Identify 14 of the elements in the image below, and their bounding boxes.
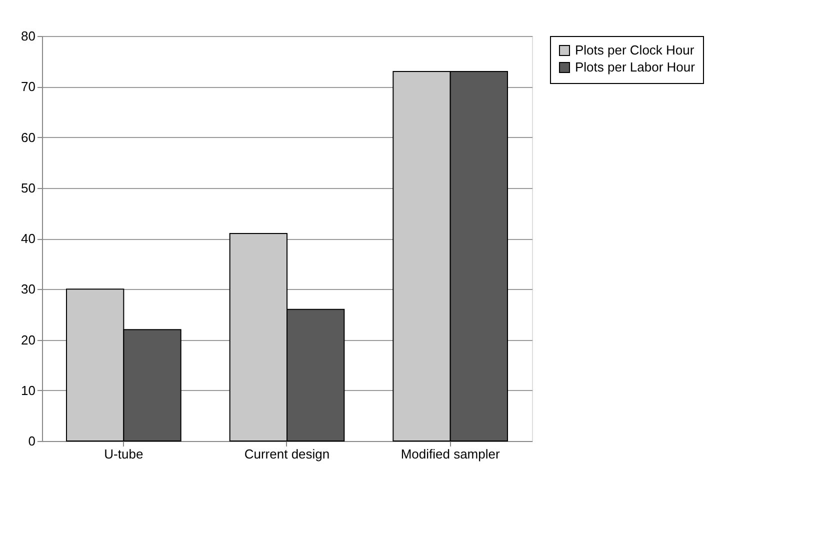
y-tick-label: 70: [21, 79, 36, 94]
y-tick-label: 0: [28, 434, 36, 448]
y-tick-label: 50: [21, 180, 36, 196]
legend-label: Plots per Labor Hour: [575, 60, 696, 74]
x-tick-label: Current design: [244, 446, 330, 462]
x-tick-label: U-tube: [104, 446, 144, 462]
y-tick-label: 40: [21, 231, 36, 246]
y-tick-label: 20: [21, 332, 36, 348]
legend-label: Plots per Clock Hour: [575, 42, 695, 58]
y-tick-label: 10: [21, 382, 36, 398]
y-tick-label: 60: [21, 130, 36, 145]
y-tick-label: 30: [21, 282, 36, 297]
y-tick-label: 80: [21, 28, 36, 44]
x-tick-label: Modified sampler: [400, 446, 500, 462]
